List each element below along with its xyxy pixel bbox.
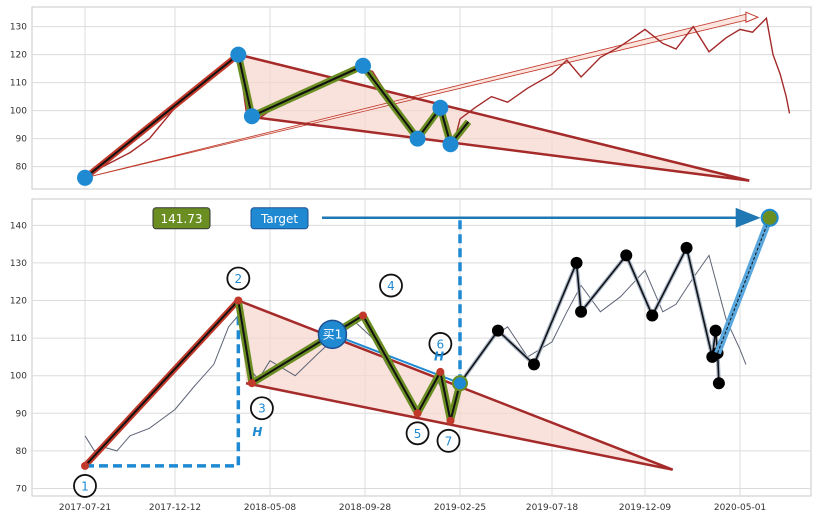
pivot-dot: [446, 416, 455, 425]
y-tick-label: 140: [10, 221, 27, 231]
pivot-dot: [359, 311, 368, 320]
pivot-label: 6: [437, 337, 445, 351]
x-tick-label: 2018-05-08: [244, 503, 297, 513]
target-box: [250, 207, 309, 230]
pivot-label: 1: [81, 479, 89, 493]
x-tick-label: 2019-12-09: [619, 503, 672, 513]
height-label: H: [252, 425, 262, 439]
height-label: H: [434, 350, 444, 364]
pivot-label: 7: [445, 434, 453, 448]
swing-point: [575, 305, 588, 318]
pivot-marker: [243, 108, 260, 125]
swing-point: [620, 249, 633, 262]
swing-point: [680, 241, 693, 254]
wedge-border: [245, 381, 673, 471]
pivot-marker: [432, 99, 449, 116]
x-tick-label: 2018-09-28: [339, 503, 392, 513]
pivot-marker: [355, 57, 372, 74]
pivot-label: 5: [414, 427, 422, 441]
target-point: [760, 208, 779, 227]
y-tick-label: 90: [16, 135, 28, 145]
x-tick-label: 2019-02-25: [434, 503, 486, 513]
y-tick-label: 80: [16, 447, 28, 457]
pivot-label-circle: [436, 428, 461, 453]
y-tick-label: 120: [10, 51, 27, 61]
swing-point: [570, 256, 583, 269]
x-tick-label: 2020-05-01: [714, 503, 766, 513]
long-trend-arrowhead: [745, 11, 760, 23]
pivot-dot: [413, 409, 422, 418]
pivot-label: 3: [258, 402, 266, 416]
y-tick-label: 130: [10, 259, 27, 269]
y-tick-label: 110: [10, 334, 27, 344]
price-box-label: 141.73: [161, 212, 203, 226]
pivot-label-circle: [250, 396, 274, 421]
pivot-label-circle: [226, 266, 251, 291]
buy-marker: [317, 319, 348, 350]
price-box: [152, 207, 211, 230]
x-tick-label: 2017-07-21: [59, 503, 111, 513]
pivot-label-circle: [73, 474, 97, 498]
target-projection-line: [717, 217, 771, 354]
pivot-marker: [442, 136, 459, 153]
pivot-dot: [247, 379, 256, 388]
target-box-label: Target: [260, 212, 298, 226]
pivot-label-circle: [379, 273, 403, 298]
plot-area-1: [31, 198, 812, 497]
buy-label: 买1: [323, 327, 343, 341]
swing-point: [491, 324, 504, 337]
pivot-dot: [234, 296, 243, 305]
x-tick-label: 2017-12-12: [149, 503, 201, 513]
swing-point: [709, 324, 722, 337]
swing-point: [527, 358, 540, 371]
y-tick-label: 90: [16, 409, 28, 419]
pivot-dot: [81, 461, 89, 470]
y-tick-label: 120: [10, 297, 27, 307]
x-tick-label: 2019-07-18: [526, 503, 579, 513]
y-tick-label: 100: [10, 372, 27, 382]
pivot-label-circle: [428, 332, 453, 356]
rising-leg-line: [84, 53, 239, 179]
pivot-label-circle: [405, 421, 430, 446]
wedge-border: [238, 53, 750, 182]
pivot-marker: [77, 169, 93, 186]
breakout-point: [452, 375, 468, 392]
pivot-label: 2: [235, 272, 243, 286]
y-tick-label: 70: [16, 484, 28, 494]
rising-leg-line: [84, 299, 240, 467]
pivot-marker: [230, 46, 247, 63]
y-tick-label: 130: [10, 23, 27, 33]
y-tick-label: 110: [10, 79, 27, 89]
swing-point: [646, 309, 659, 322]
y-tick-label: 100: [10, 107, 27, 117]
pivot-marker: [409, 130, 426, 147]
pivot-dot: [436, 367, 445, 376]
y-tick-label: 80: [16, 163, 28, 173]
wedge-border: [245, 114, 750, 182]
pivot-label: 4: [387, 279, 395, 293]
swing-point: [712, 377, 725, 390]
